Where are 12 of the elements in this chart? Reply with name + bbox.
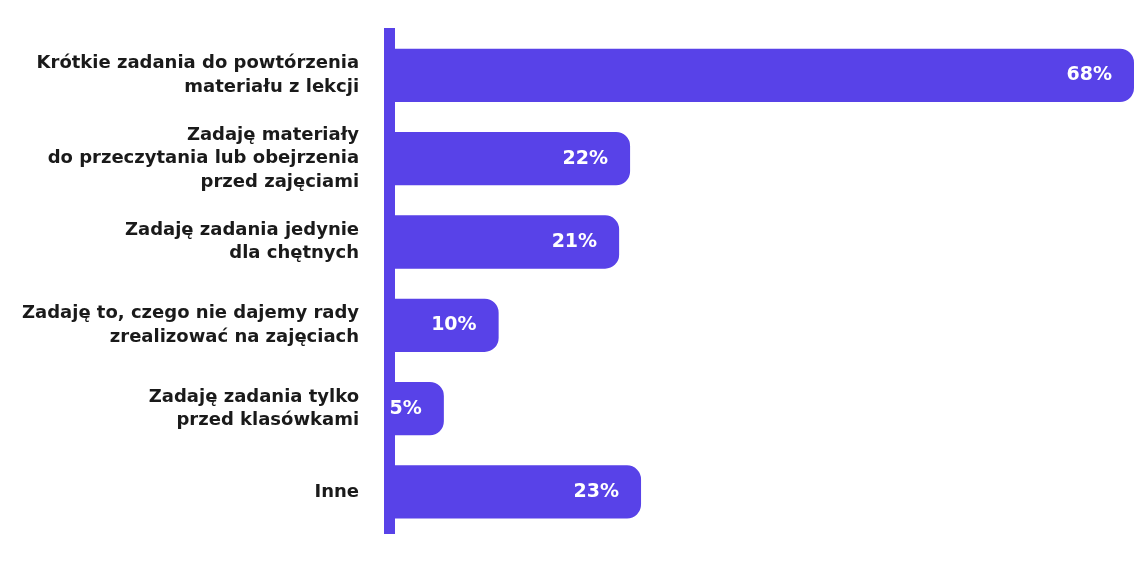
y-tick-label: Zadaję zadania tylko przed klasówkami bbox=[148, 384, 360, 429]
data-label: 10% bbox=[431, 312, 477, 335]
y-tick-label: Zadaję to, czego nie dajemy rady zrealizować na zajęciach bbox=[21, 301, 360, 346]
data-label: 22% bbox=[562, 145, 609, 168]
y-tick-label: Krótkie zadania do powtórzenia materiału z lekcji bbox=[36, 51, 360, 96]
data-label: 23% bbox=[573, 478, 620, 501]
y-tick-label: Zadaję zadania jedynie dla chętnych bbox=[124, 217, 360, 263]
data-label: 21% bbox=[551, 228, 598, 251]
y-tick-label: Inne bbox=[314, 479, 360, 501]
data-label: 68% bbox=[1066, 62, 1112, 85]
data-label: 5% bbox=[389, 395, 422, 418]
y-tick-label: Zadaję materiały do przeczytania lub obejrzenia przed zajęciami bbox=[47, 122, 360, 191]
